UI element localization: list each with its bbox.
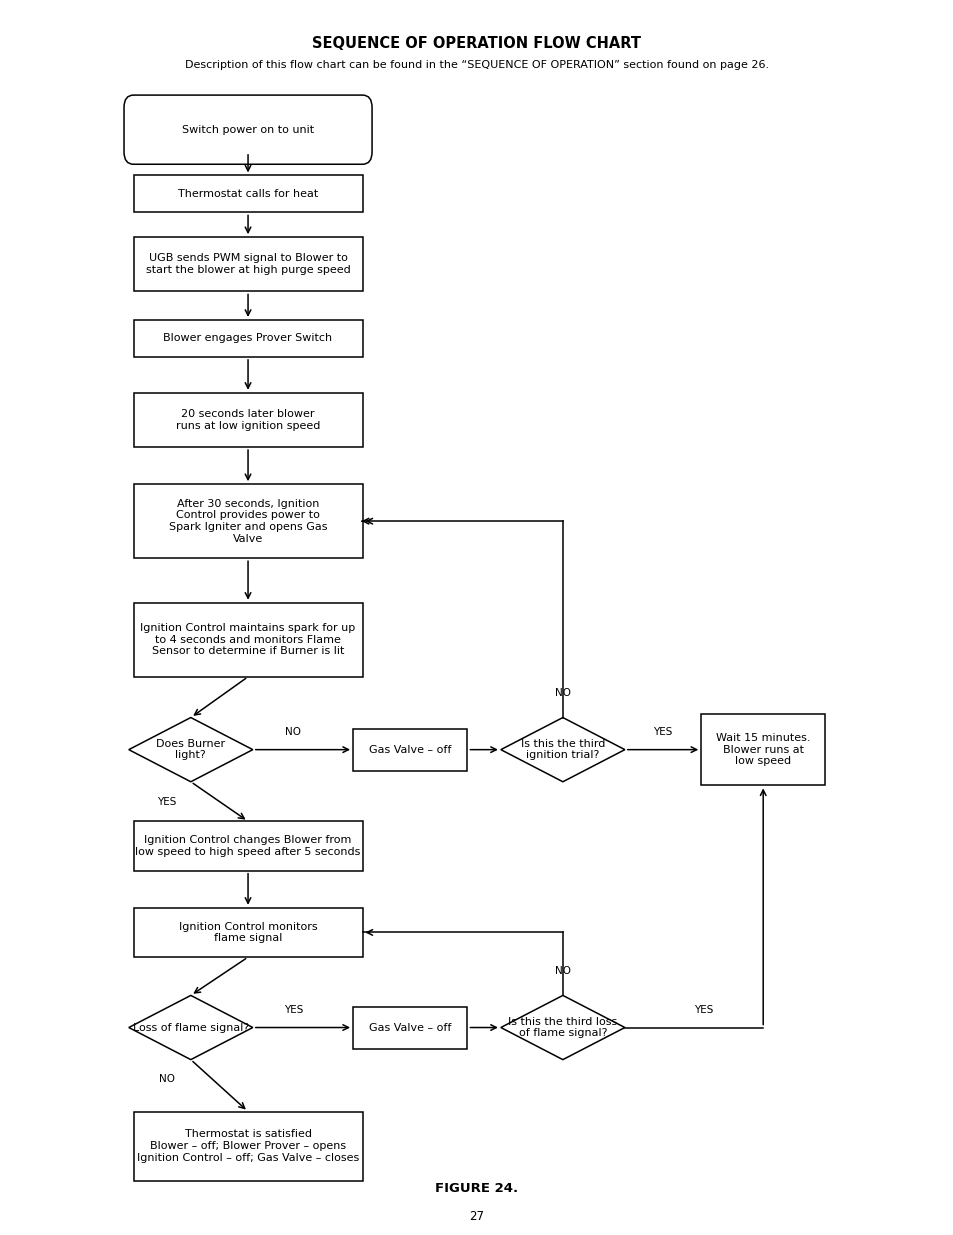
Bar — [133, 484, 362, 558]
Text: Thermostat calls for heat: Thermostat calls for heat — [177, 189, 318, 199]
Text: YES: YES — [693, 1005, 713, 1015]
Bar — [133, 175, 362, 212]
Text: Is this the third
ignition trial?: Is this the third ignition trial? — [520, 739, 604, 761]
Text: Ignition Control maintains spark for up
to 4 seconds and monitors Flame
Sensor t: Ignition Control maintains spark for up … — [140, 624, 355, 656]
Text: 20 seconds later blower
runs at low ignition speed: 20 seconds later blower runs at low igni… — [175, 409, 320, 431]
Text: YES: YES — [653, 727, 672, 737]
Text: NO: NO — [555, 966, 570, 976]
Bar — [700, 714, 824, 785]
Bar — [133, 1112, 362, 1181]
Text: After 30 seconds, Ignition
Control provides power to
Spark Igniter and opens Gas: After 30 seconds, Ignition Control provi… — [169, 499, 327, 543]
Text: Does Burner
light?: Does Burner light? — [156, 739, 225, 761]
Text: UGB sends PWM signal to Blower to
start the blower at high purge speed: UGB sends PWM signal to Blower to start … — [146, 253, 350, 275]
Text: NO: NO — [285, 727, 301, 737]
Bar — [133, 908, 362, 957]
Polygon shape — [500, 718, 624, 782]
Text: SEQUENCE OF OPERATION FLOW CHART: SEQUENCE OF OPERATION FLOW CHART — [313, 36, 640, 51]
Text: Blower engages Prover Switch: Blower engages Prover Switch — [163, 333, 333, 343]
FancyBboxPatch shape — [124, 95, 372, 164]
Text: 27: 27 — [469, 1210, 484, 1223]
Bar — [133, 320, 362, 357]
Text: Thermostat is satisfied
Blower – off; Blower Prover – opens
Ignition Control – o: Thermostat is satisfied Blower – off; Bl… — [137, 1130, 358, 1162]
Text: NO: NO — [555, 688, 570, 698]
Bar — [353, 1007, 467, 1049]
Polygon shape — [129, 718, 253, 782]
Bar — [133, 237, 362, 291]
Text: Ignition Control changes Blower from
low speed to high speed after 5 seconds: Ignition Control changes Blower from low… — [135, 835, 360, 857]
Bar — [133, 603, 362, 677]
Text: Loss of flame signal?: Loss of flame signal? — [132, 1023, 249, 1032]
Text: NO: NO — [159, 1074, 174, 1084]
Bar — [353, 729, 467, 771]
Text: Wait 15 minutes.
Blower runs at
low speed: Wait 15 minutes. Blower runs at low spee… — [715, 734, 810, 766]
Text: Gas Valve – off: Gas Valve – off — [369, 745, 451, 755]
Text: Gas Valve – off: Gas Valve – off — [369, 1023, 451, 1032]
Bar — [133, 393, 362, 447]
Text: Ignition Control monitors
flame signal: Ignition Control monitors flame signal — [178, 921, 317, 944]
Text: Switch power on to unit: Switch power on to unit — [182, 125, 314, 135]
Polygon shape — [500, 995, 624, 1060]
Polygon shape — [129, 995, 253, 1060]
Text: YES: YES — [157, 797, 176, 806]
Text: FIGURE 24.: FIGURE 24. — [435, 1182, 518, 1194]
Text: Description of this flow chart can be found in the “SEQUENCE OF OPERATION” secti: Description of this flow chart can be fo… — [185, 61, 768, 70]
Text: YES: YES — [283, 1005, 303, 1015]
Text: Is this the third loss
of flame signal?: Is this the third loss of flame signal? — [508, 1016, 617, 1039]
Bar — [133, 821, 362, 871]
